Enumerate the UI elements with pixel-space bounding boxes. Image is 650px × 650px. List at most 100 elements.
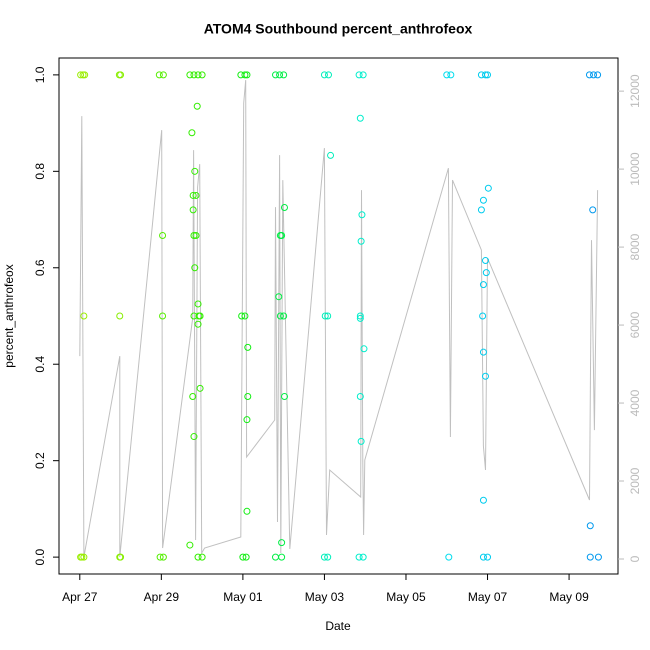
point [243,507,251,515]
point [194,300,202,308]
point [357,237,365,245]
point [156,553,164,561]
point [186,71,194,79]
point [198,71,206,79]
point [193,102,201,110]
y2-tick-label: 4000 [628,389,642,416]
point [190,433,198,441]
x-tick-label: May 09 [549,590,589,604]
point [191,167,199,175]
point [594,553,602,561]
point [360,345,368,353]
point [479,281,487,289]
y-axis-label: percent_anthrofeox [2,264,16,367]
line-series [79,80,599,558]
x-tick-label: Apr 29 [144,590,180,604]
point [188,129,196,137]
y2-tick-label: 8000 [628,233,642,260]
point [241,71,249,79]
point [481,71,489,79]
point [243,416,251,424]
point [358,211,366,219]
point [278,553,286,561]
point [275,293,283,301]
point [280,312,288,320]
point [484,71,492,79]
point [196,384,204,392]
point [484,184,492,192]
point [190,231,198,239]
point [324,553,332,561]
point [239,553,247,561]
x-tick-label: May 03 [305,590,345,604]
point [192,231,200,239]
x-axis-label: Date [325,619,351,633]
point [278,231,286,239]
point [195,312,203,320]
point [589,206,597,214]
point [482,269,490,277]
point [484,553,492,561]
point [479,496,487,504]
y2-tick-label: 12000 [628,74,642,108]
y-tick-label: 0.0 [33,548,47,565]
point [81,71,89,79]
point [194,71,202,79]
y2-tick-label: 10000 [628,152,642,186]
x-tick-label: May 01 [223,590,263,604]
point [80,553,88,561]
point [327,151,335,159]
point [272,71,280,79]
point [586,553,594,561]
point [159,231,167,239]
x-tick-label: May 05 [386,590,426,604]
point [190,71,198,79]
point [241,312,249,320]
point [186,541,194,549]
point [477,206,485,214]
point [479,312,487,320]
point [359,553,367,561]
point [325,71,333,79]
point [77,553,85,561]
point [117,71,125,79]
point [242,553,250,561]
y2-tick-label: 6000 [628,311,642,338]
y2-tick-label: 2000 [628,467,642,494]
point [324,312,332,320]
y-tick-label: 0.8 [33,163,47,180]
point [244,393,252,401]
point [356,393,364,401]
point [116,312,124,320]
point [356,312,364,320]
point [280,393,288,401]
y-tick-label: 0.2 [33,452,47,469]
point [280,203,288,211]
point [481,257,489,265]
point [194,320,202,328]
point [272,553,280,561]
point [191,264,199,272]
point [278,539,286,547]
y-tick-label: 1.0 [33,66,47,83]
point [192,191,200,199]
point [594,71,602,79]
point [189,191,197,199]
point [586,522,594,530]
point [479,553,487,561]
point [355,553,363,561]
point [238,312,246,320]
point [244,343,252,351]
point [80,312,88,320]
y2-tick-label: 0 [628,555,642,562]
point [155,71,163,79]
point [320,553,328,561]
point [320,71,328,79]
point [189,393,197,401]
point [585,71,593,79]
point [443,71,451,79]
chart-title: ATOM4 Southbound percent_anthrofeox [204,21,473,37]
point [194,553,202,561]
point [445,553,453,561]
